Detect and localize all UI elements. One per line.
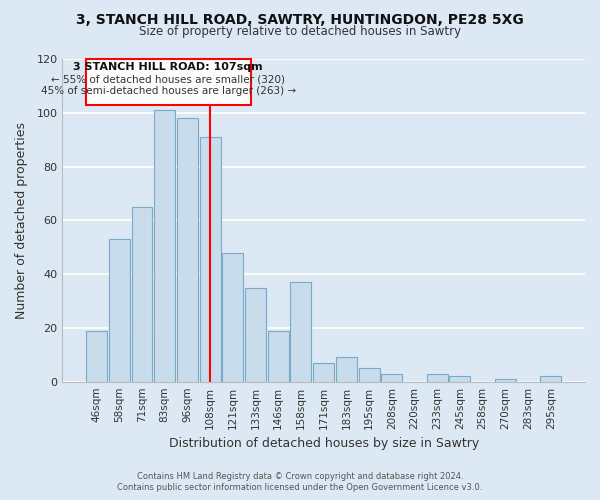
Bar (131, 207, 152, 382)
Text: Size of property relative to detached houses in Sawtry: Size of property relative to detached ho… (139, 25, 461, 38)
Text: 3, STANCH HILL ROAD, SAWTRY, HUNTINGDON, PE28 5XG: 3, STANCH HILL ROAD, SAWTRY, HUNTINGDON,… (76, 12, 524, 26)
Bar (154, 110, 175, 382)
Bar (86, 330, 107, 382)
Y-axis label: Number of detached properties: Number of detached properties (15, 122, 28, 319)
Bar (541, 376, 561, 382)
Bar (336, 358, 357, 382)
Bar (313, 363, 334, 382)
Bar (177, 118, 198, 382)
X-axis label: Distribution of detached houses by size in Sawtry: Distribution of detached houses by size … (169, 437, 479, 450)
Bar (245, 288, 266, 382)
Bar (449, 376, 470, 382)
Text: Contains public sector information licensed under the Open Government Licence v3: Contains public sector information licen… (118, 484, 482, 492)
Text: 45% of semi-detached houses are larger (263) →: 45% of semi-detached houses are larger (… (41, 86, 296, 97)
Bar (109, 239, 130, 382)
Bar (223, 252, 243, 382)
Bar (495, 379, 516, 382)
Bar (382, 374, 402, 382)
Bar (290, 282, 311, 382)
Text: ← 55% of detached houses are smaller (320): ← 55% of detached houses are smaller (32… (52, 74, 286, 84)
Text: 3 STANCH HILL ROAD: 107sqm: 3 STANCH HILL ROAD: 107sqm (73, 62, 263, 72)
Bar (268, 330, 289, 382)
FancyBboxPatch shape (86, 59, 251, 104)
Bar (200, 137, 221, 382)
Text: Contains HM Land Registry data © Crown copyright and database right 2024.: Contains HM Land Registry data © Crown c… (137, 472, 463, 481)
Bar (359, 368, 380, 382)
Bar (427, 374, 448, 382)
